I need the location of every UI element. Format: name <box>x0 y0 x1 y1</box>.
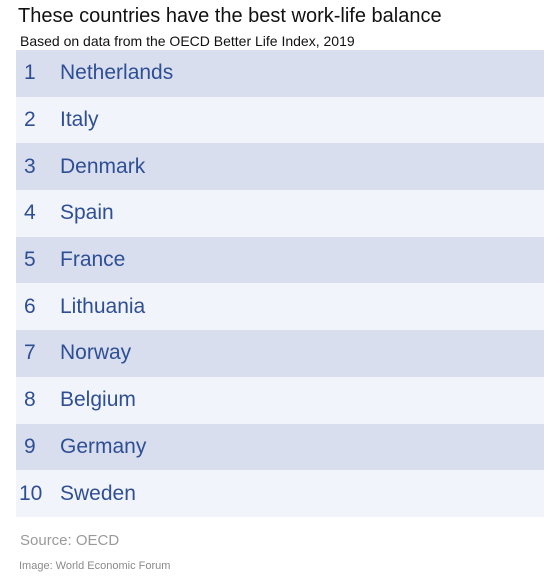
country-name: Denmark <box>60 154 146 178</box>
list-item: 4 Spain <box>16 190 544 237</box>
rank-number: 6 <box>24 294 36 318</box>
list-item: 9 Germany <box>16 423 544 471</box>
country-name: Germany <box>60 434 147 458</box>
rank-number: 8 <box>24 388 36 412</box>
list-item: 5 France <box>16 236 544 284</box>
rank-number: 4 <box>24 201 36 225</box>
country-name: Netherlands <box>60 61 174 85</box>
rank-number: 7 <box>24 341 36 365</box>
rank-number: 2 <box>24 108 36 132</box>
rank-number: 10 <box>19 481 43 505</box>
country-name: Belgium <box>60 388 136 412</box>
country-name: Spain <box>60 201 114 225</box>
page-title: These countries have the best work-life … <box>18 5 442 27</box>
page-subtitle: Based on data from the OECD Better Life … <box>20 33 355 49</box>
image-credit: Image: World Economic Forum <box>19 560 171 572</box>
country-name: Italy <box>60 108 99 132</box>
list-item: 2 Italy <box>16 96 544 144</box>
rank-number: 3 <box>24 154 36 178</box>
list-item: 10 Sweden <box>16 470 544 517</box>
rank-number: 9 <box>24 434 36 458</box>
list-item: 6 Lithuania <box>16 283 544 331</box>
list-item: 8 Belgium <box>16 376 544 424</box>
country-name: France <box>60 248 126 272</box>
country-name: Lithuania <box>60 294 146 318</box>
ranking-list: 1 Netherlands 2 Italy 3 Denmark 4 Spain … <box>16 50 544 517</box>
rank-number: 1 <box>24 61 36 85</box>
list-item: 1 Netherlands <box>16 50 544 97</box>
list-item: 7 Norway <box>16 330 544 377</box>
country-name: Sweden <box>60 481 136 505</box>
rank-number: 5 <box>24 248 36 272</box>
list-item: 3 Denmark <box>16 143 544 191</box>
source-note: Source: OECD <box>20 532 120 549</box>
country-name: Norway <box>60 341 132 365</box>
